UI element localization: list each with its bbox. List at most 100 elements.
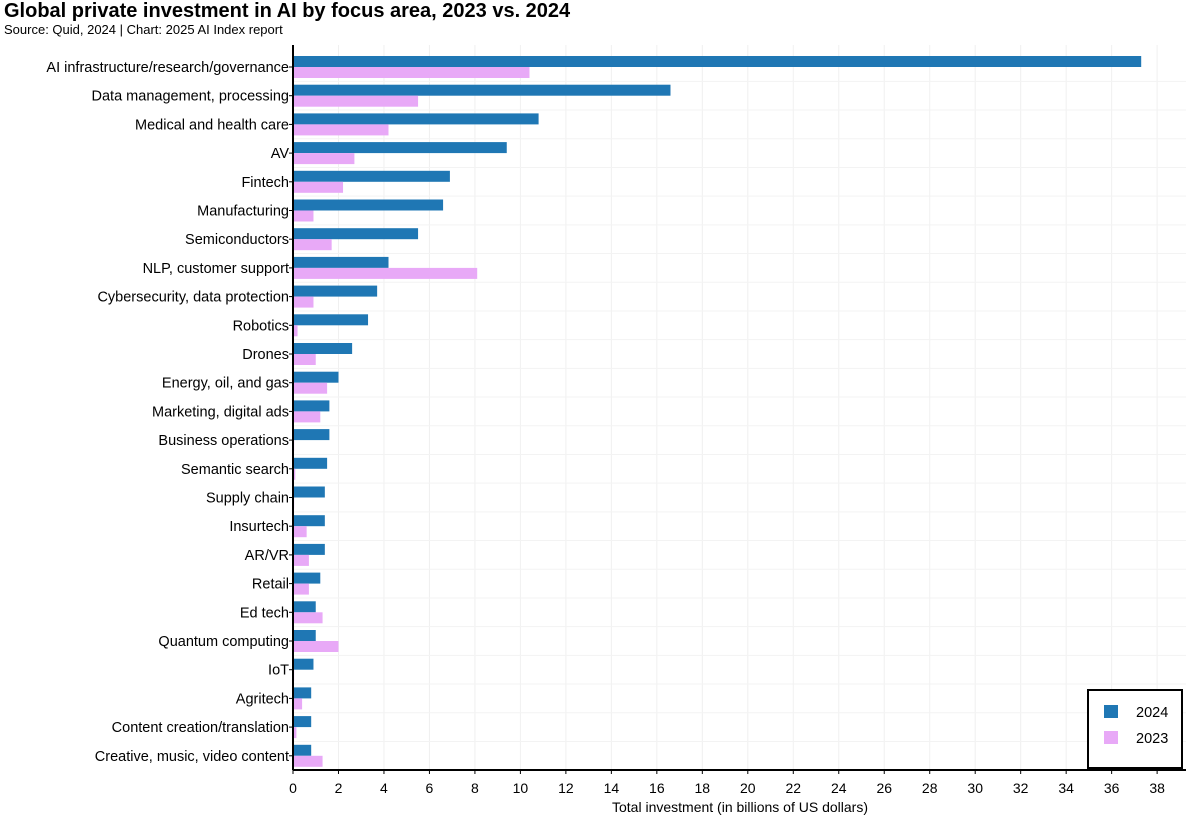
bar-2023 [293,698,303,710]
bar-2024 [293,371,339,383]
category-label: Retail [252,577,289,593]
legend-box [1087,689,1183,769]
bar-2024 [293,113,539,125]
category-label: Creative, music, video content [95,749,289,765]
x-tick-label: 34 [1058,780,1074,796]
category-label: IoT [268,663,289,679]
category-label: Semantic search [181,462,289,478]
category-label: Energy, oil, and gas [162,376,289,392]
category-label: AI infrastructure/research/governance [46,60,289,76]
category-label: Drones [242,347,289,363]
category-label: Content creation/translation [112,720,289,736]
bar-2023 [293,67,530,78]
x-tick-label: 16 [649,780,665,796]
bar-2023 [293,354,316,365]
x-tick-label: 38 [1149,780,1165,796]
x-tick-label: 14 [604,780,620,796]
category-label: Marketing, digital ads [152,404,289,420]
bar-2024 [293,658,314,670]
bar-2023 [293,95,419,107]
bar-2023 [293,526,307,538]
x-tick-label: 10 [513,780,529,796]
category-label: Quantum computing [158,634,289,650]
bar-2024 [293,170,450,182]
legend-swatch-2024 [1104,705,1118,718]
bar-2024 [293,572,321,584]
x-tick-label: 26 [876,780,892,796]
x-tick-label: 8 [471,780,479,796]
x-axis-label: Total investment (in billions of US doll… [612,799,868,815]
bar-2024 [293,256,389,268]
x-tick-label: 32 [1013,780,1029,796]
category-label: Manufacturing [197,204,289,220]
category-label: Fintech [241,175,289,191]
category-label: Cybersecurity, data protection [97,290,289,306]
bar-2024 [293,515,325,527]
category-label: Data management, processing [92,89,289,105]
bar-2024 [293,457,328,469]
x-tick-label: 28 [922,780,938,796]
bar-2023 [293,296,314,308]
legend-swatch-2023 [1104,731,1118,744]
x-tick-label: 30 [967,780,983,796]
bar-2024 [293,630,316,641]
chart-title: Global private investment in AI by focus… [4,0,571,22]
bar-2023 [293,181,344,193]
bar-2023 [293,239,332,251]
x-tick-label: 0 [289,780,297,796]
category-label: Semiconductors [185,232,289,248]
bar-2023 [293,124,389,136]
category-label: Insurtech [229,519,289,535]
category-label: AV [271,146,290,162]
bar-2024 [293,285,378,297]
bar-2024 [293,543,325,555]
x-tick-label: 24 [831,780,847,796]
bar-2023 [293,411,321,423]
x-tick-label: 22 [785,780,801,796]
x-tick-label: 6 [426,780,434,796]
bar-2024 [293,228,419,240]
bar-2023 [293,382,328,394]
category-label: Agritech [236,691,289,707]
x-tick-label: 12 [558,780,574,796]
x-tick-label: 18 [695,780,711,796]
bar-2024 [293,56,1142,67]
bar-2023 [293,153,355,165]
bar-2023 [293,727,297,739]
bar-2023 [293,755,323,767]
category-label: Robotics [233,318,289,334]
bar-2023 [293,612,323,624]
x-tick-label: 2 [335,780,343,796]
bar-2024 [293,199,444,211]
x-tick-label: 20 [740,780,756,796]
legend-label-2023: 2023 [1136,731,1168,747]
bar-2024 [293,687,312,699]
bar-2024 [293,744,312,756]
bar-2024 [293,716,312,728]
x-tick-label: 36 [1104,780,1120,796]
category-label: AR/VR [245,548,289,564]
bar-2024 [293,400,330,412]
bar-2024 [293,314,369,326]
bar-2023 [293,641,339,652]
bar-2024 [293,84,671,96]
bar-2023 [293,267,478,279]
bar-2024 [293,343,353,354]
category-label: Medical and health care [135,117,289,133]
bar-2024 [293,486,325,498]
bar-2024 [293,601,316,613]
category-label: Supply chain [206,491,289,507]
bar-2023 [293,583,309,595]
chart-subtitle: Source: Quid, 2024 | Chart: 2025 AI Inde… [4,22,283,37]
x-tick-label: 4 [380,780,388,796]
bar-2023 [293,468,296,480]
bar-2023 [293,325,298,337]
bar-2023 [293,210,314,222]
bar-2024 [293,142,507,154]
category-label: NLP, customer support [143,261,289,277]
category-label: Business operations [158,433,289,449]
legend-label-2024: 2024 [1136,705,1168,721]
bar-2023 [293,554,309,566]
bar-2024 [293,429,330,441]
